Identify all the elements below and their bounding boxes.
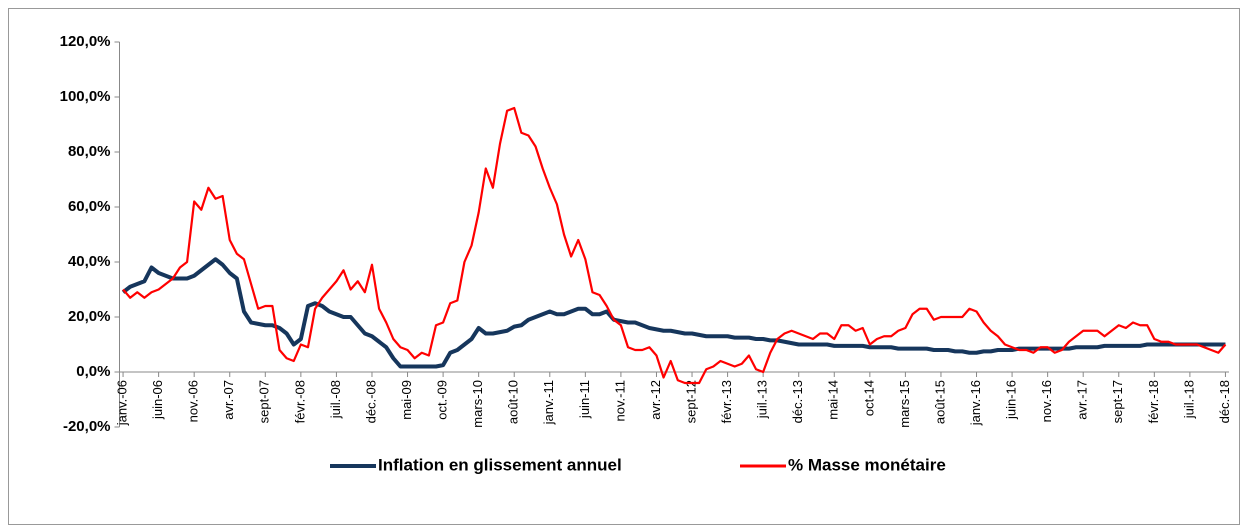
- x-tick-label: déc.-13: [790, 380, 805, 423]
- x-tick-label: janv.-06: [114, 380, 129, 426]
- y-tick-label: 0,0%: [76, 363, 110, 380]
- x-tick-label: mars-15: [897, 380, 912, 428]
- y-tick-label: 120,0%: [60, 33, 111, 50]
- x-tick-label: nov.-16: [1039, 380, 1054, 422]
- series-line: [122, 106, 1227, 385]
- x-tick-label: oct-14: [861, 380, 876, 416]
- x-tick-label: août-10: [506, 380, 521, 424]
- x-tick-label: juil.-18: [1181, 380, 1196, 419]
- x-tick-label: oct.-09: [435, 380, 450, 420]
- x-tick-label: mai-14: [826, 380, 841, 420]
- x-tick-label: mai-09: [399, 380, 414, 420]
- x-tick-label: mars-10: [470, 380, 485, 428]
- x-tick-label: juin-11: [577, 380, 592, 419]
- y-tick-label: -20,0%: [63, 418, 111, 435]
- x-tick-label: juil.-13: [755, 380, 770, 419]
- x-tick-label: nov.-11: [612, 380, 627, 421]
- x-tick-label: déc.-08: [363, 380, 378, 423]
- chart-frame: [8, 8, 1240, 525]
- y-tick-label: 80,0%: [68, 143, 111, 160]
- x-tick-label: févr.-13: [719, 380, 734, 423]
- x-tick-label: janv.-11: [541, 380, 556, 425]
- x-tick-label: avr.-12: [648, 380, 663, 420]
- x-tick-label: avr.-07: [221, 380, 236, 420]
- x-tick-label: juil.-08: [328, 380, 343, 419]
- y-tick-label: 20,0%: [68, 308, 111, 325]
- x-tick-label: nov.-06: [186, 380, 201, 422]
- x-tick-label: sept-17: [1110, 380, 1125, 423]
- x-tick-label: déc.-18: [1217, 380, 1232, 423]
- x-tick-label: juin-16: [1004, 380, 1019, 420]
- x-tick-label: janv.-16: [968, 380, 983, 426]
- x-tick-label: févr.-08: [292, 380, 307, 423]
- x-tick-label: sept-07: [257, 380, 272, 423]
- series-line: [121, 257, 1226, 369]
- x-tick-label: juin-06: [150, 380, 165, 420]
- legend-label: % Masse monétaire: [788, 455, 946, 474]
- x-tick-label: avr.-17: [1075, 380, 1090, 420]
- y-tick-label: 40,0%: [68, 253, 111, 270]
- x-tick-label: févr.-18: [1146, 380, 1161, 423]
- legend-label: Inflation en glissement annuel: [378, 455, 622, 474]
- x-tick-label: août-15: [932, 380, 947, 424]
- x-tick-label: sept-12: [683, 380, 698, 423]
- y-tick-label: 100,0%: [60, 88, 111, 105]
- y-tick-label: 60,0%: [68, 198, 111, 215]
